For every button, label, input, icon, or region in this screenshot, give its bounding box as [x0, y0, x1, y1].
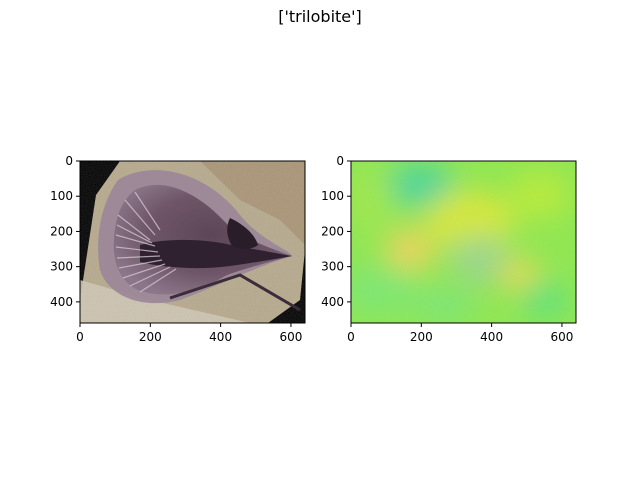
- y-tick-label: 400: [50, 295, 73, 309]
- y-tick-label: 100: [50, 189, 73, 203]
- x-tick-label: 200: [139, 330, 162, 344]
- x-tick-label: 400: [480, 330, 503, 344]
- y-tick-label: 300: [50, 260, 73, 274]
- figure-title: ['trilobite']: [278, 7, 362, 26]
- axes-frame: [79, 160, 306, 324]
- x-tick-label: 0: [347, 330, 355, 344]
- x-tick-label: 600: [550, 330, 573, 344]
- x-tick-label: 600: [279, 330, 302, 344]
- y-tick-label: 400: [321, 295, 344, 309]
- y-tick-label: 0: [65, 154, 73, 168]
- y-tick-label: 200: [50, 224, 73, 238]
- y-tick-label: 0: [336, 154, 344, 168]
- x-tick-label: 400: [209, 330, 232, 344]
- y-tick-label: 100: [321, 189, 344, 203]
- left-axes: 0 200 400 600 0 100 200 300 400: [50, 154, 306, 344]
- axes-frame: [350, 160, 577, 324]
- trilobite-image: [80, 161, 305, 323]
- y-tick-label: 300: [321, 260, 344, 274]
- heatmap-image: [351, 161, 576, 323]
- right-axes: 0 200 400 600 0 100 200 300 400: [321, 154, 577, 344]
- x-tick-label: 200: [410, 330, 433, 344]
- y-tick-label: 200: [321, 224, 344, 238]
- x-tick-label: 0: [76, 330, 84, 344]
